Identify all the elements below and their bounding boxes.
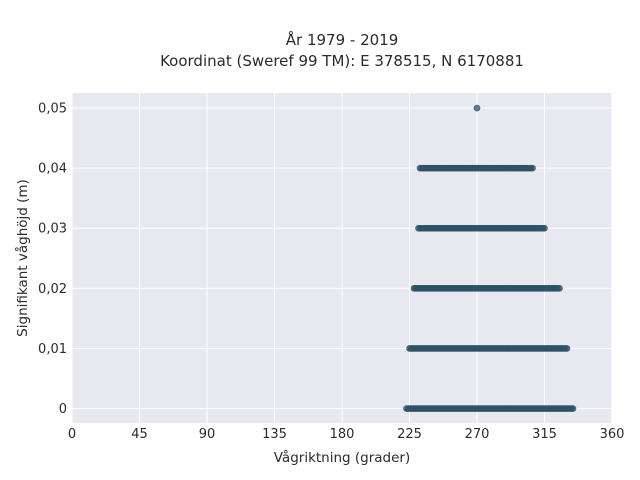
x-tick-labels: 0 45 90 135 180 225 270 315 360: [68, 427, 625, 442]
x-tick-label: 270: [465, 427, 490, 442]
y-tick-labels: 0 0,01 0,02 0,03 0,04 0,05: [38, 102, 67, 418]
data-points: [403, 104, 577, 412]
y-axis-label: Signifikant våghöjd (m): [14, 179, 31, 337]
data-point: [541, 224, 548, 232]
y-tick-label: 0,05: [38, 102, 67, 117]
x-tick-label: 315: [532, 427, 557, 442]
x-tick-label: 135: [262, 427, 287, 442]
x-tick-label: 90: [199, 427, 216, 442]
x-tick-label: 45: [131, 427, 148, 442]
x-tick-label: 225: [397, 427, 422, 442]
y-tick-label: 0,03: [38, 222, 67, 237]
chart-title-line2: Koordinat (Sweref 99 TM): E 378515, N 61…: [160, 52, 524, 70]
x-tick-label: 0: [68, 427, 76, 442]
chart-title-line1: År 1979 - 2019: [286, 30, 399, 49]
data-point: [473, 104, 481, 112]
data-point: [569, 405, 577, 412]
data-point: [556, 285, 563, 292]
data-point: [529, 164, 536, 172]
y-tick-label: 0: [59, 402, 67, 417]
x-tick-label: 180: [330, 427, 355, 442]
y-tick-label: 0,02: [38, 282, 67, 297]
x-axis-label: Vågriktning (grader): [274, 449, 411, 466]
y-tick-label: 0,01: [38, 342, 67, 357]
data-point: [563, 345, 571, 352]
y-tick-label: 0,04: [38, 162, 67, 177]
x-tick-label: 360: [600, 427, 625, 442]
